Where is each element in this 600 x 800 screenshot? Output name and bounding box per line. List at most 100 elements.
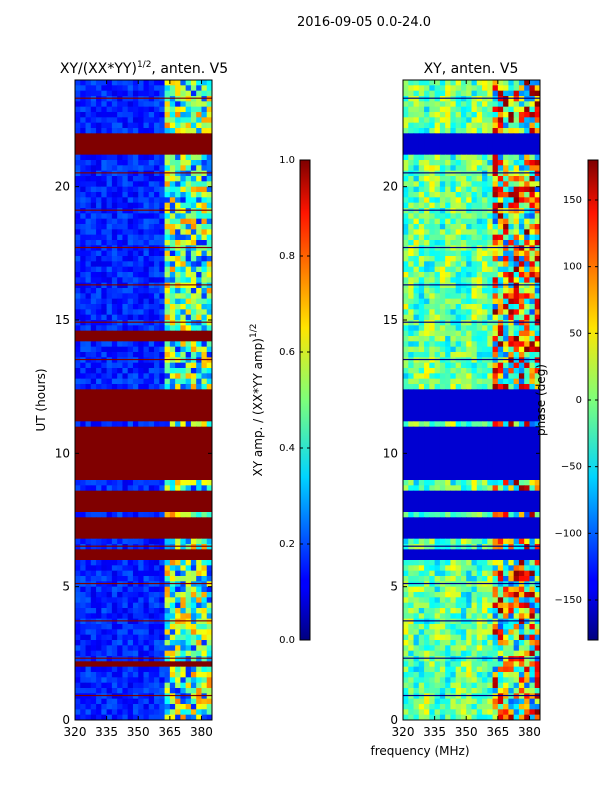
- amplitude-cell: [190, 538, 197, 545]
- phase-cell: [471, 128, 478, 134]
- amplitude-cell: [175, 330, 181, 337]
- amplitude-cell: [101, 581, 108, 588]
- phase-cell: [439, 245, 446, 252]
- phase-cell: [534, 186, 540, 193]
- amplitude-cell: [196, 346, 203, 353]
- amplitude-cell: [117, 80, 124, 86]
- amplitude-cell: [154, 421, 160, 428]
- amplitude-cell: [80, 112, 87, 118]
- amplitude-cell: [75, 666, 81, 673]
- amplitude-cell: [190, 650, 197, 657]
- amplitude-cell: [122, 512, 129, 518]
- amplitude-cell: [111, 165, 118, 172]
- phase-cell: [466, 229, 473, 236]
- amplitude-cell: [127, 277, 134, 284]
- phase-cell: [497, 437, 504, 444]
- amplitude-cell: [75, 474, 81, 481]
- phase-cell: [487, 437, 494, 444]
- amplitude-cell: [111, 624, 118, 630]
- phase-cell: [434, 80, 441, 86]
- amplitude-cell: [85, 682, 92, 689]
- amplitude-cell: [164, 570, 171, 577]
- amplitude-cell: [111, 346, 118, 353]
- amplitude-cell: [201, 416, 208, 422]
- amplitude-cell: [127, 544, 134, 550]
- phase-cell: [497, 298, 504, 305]
- amplitude-cell: [196, 122, 203, 129]
- amplitude-cell: [180, 570, 187, 577]
- amplitude-cell: [148, 416, 155, 422]
- amplitude-cell: [106, 650, 113, 657]
- phase-cell: [403, 437, 409, 444]
- amplitude-cell: [132, 554, 139, 561]
- amplitude-cell: [201, 714, 208, 720]
- amplitude-cell: [190, 309, 197, 316]
- amplitude-cell: [80, 522, 87, 529]
- amplitude-cell: [132, 458, 139, 465]
- amplitude-cell: [201, 341, 208, 348]
- phase-cell: [445, 266, 452, 273]
- phase-cell: [450, 304, 457, 310]
- phase-cell: [429, 394, 436, 401]
- amplitude-cell: [206, 368, 212, 374]
- amplitude-cell: [148, 624, 155, 630]
- amplitude-cell: [127, 688, 134, 694]
- amplitude-cell: [185, 469, 192, 476]
- amplitude-cell: [80, 549, 87, 556]
- amplitude-cell: [138, 250, 145, 257]
- phase-cell: [513, 426, 520, 433]
- phase-cell: [429, 234, 436, 241]
- amplitude-cell: [154, 277, 160, 284]
- amplitude-cell: [201, 117, 208, 124]
- amplitude-cell: [85, 373, 92, 380]
- amplitude-cell: [164, 261, 171, 268]
- phase-cell: [471, 357, 478, 364]
- amplitude-cell: [90, 389, 97, 396]
- amplitude-cell: [127, 176, 134, 182]
- phase-cell: [466, 90, 473, 97]
- phase-cell: [429, 437, 436, 444]
- phase-cell: [403, 442, 409, 449]
- amplitude-cell: [80, 106, 87, 113]
- amplitude-cell: [96, 202, 102, 209]
- phase-cell: [534, 426, 540, 433]
- amplitude-cell: [164, 533, 171, 540]
- phase-cell: [529, 314, 536, 321]
- amplitude-cell: [201, 240, 208, 246]
- amplitude-cell: [96, 234, 102, 241]
- amplitude-cell: [106, 512, 113, 518]
- amplitude-cell: [101, 576, 108, 582]
- phase-cell: [439, 373, 446, 380]
- amplitude-cell: [138, 688, 145, 694]
- amplitude-cell: [117, 128, 124, 134]
- amplitude-cell: [196, 405, 203, 412]
- phase-cell: [487, 432, 494, 438]
- amplitude-cell: [127, 416, 134, 422]
- phase-cell: [434, 378, 441, 385]
- amplitude-cell: [206, 330, 212, 337]
- phase-cell: [476, 400, 483, 406]
- amplitude-cell: [143, 389, 150, 396]
- amplitude-cell: [164, 586, 171, 593]
- amplitude-cell: [185, 165, 192, 172]
- phase-cell: [534, 218, 540, 225]
- phase-heatmap: [403, 80, 540, 720]
- phase-cell: [508, 90, 515, 97]
- phase-cell: [445, 416, 452, 422]
- amplitude-cell: [106, 362, 113, 369]
- phase-cell: [413, 314, 420, 321]
- amplitude-cell: [106, 704, 113, 710]
- amplitude-cell: [138, 432, 145, 438]
- amplitude-cell: [96, 597, 102, 604]
- phase-cell: [487, 101, 494, 108]
- amplitude-cell: [190, 256, 197, 262]
- amplitude-cell: [96, 250, 102, 257]
- amplitude-cell: [180, 362, 187, 369]
- phase-cell: [403, 330, 409, 337]
- amplitude-cell: [80, 373, 87, 380]
- phase-cell: [413, 117, 420, 124]
- phase-cell: [471, 186, 478, 193]
- phase-cell: [445, 160, 452, 166]
- amplitude-cell: [85, 250, 92, 257]
- amplitude-cell: [159, 410, 166, 417]
